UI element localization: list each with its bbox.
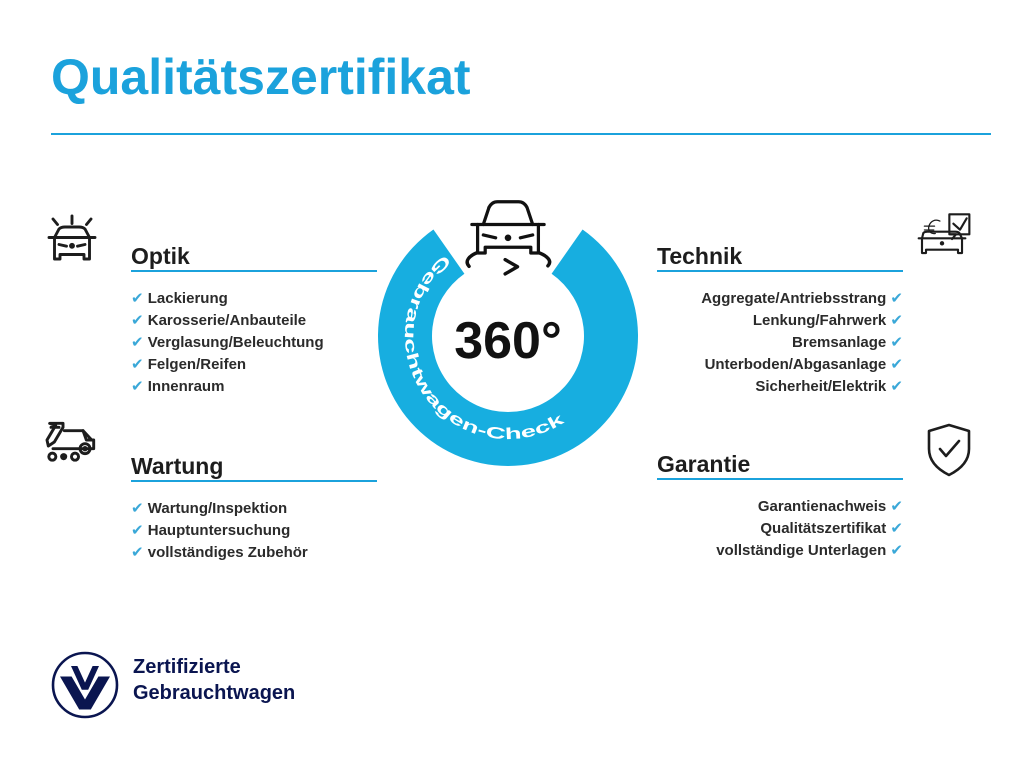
svg-text:360°: 360° — [454, 312, 562, 370]
